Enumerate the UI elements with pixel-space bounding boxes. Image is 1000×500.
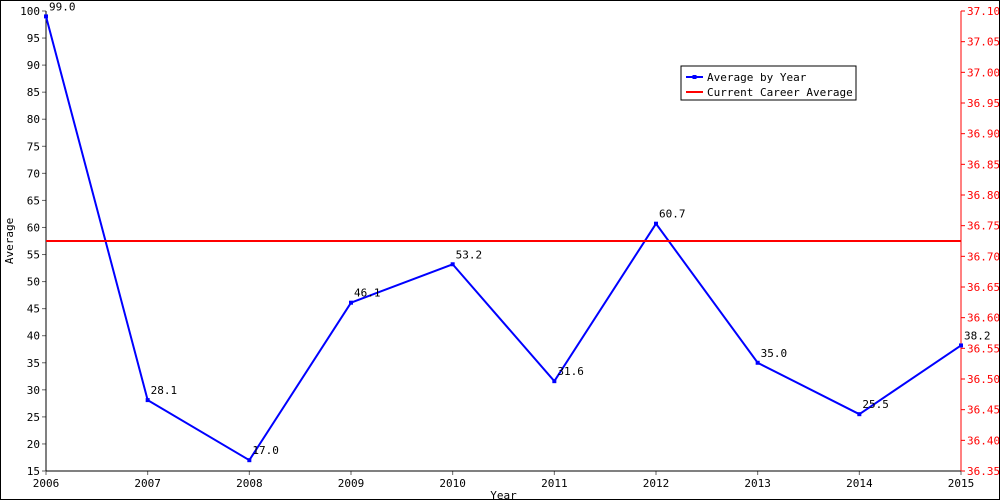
y-left-tick-label: 30 <box>27 384 40 397</box>
data-point-label: 31.6 <box>557 365 584 378</box>
data-point-label: 17.0 <box>252 444 278 457</box>
data-marker <box>959 343 963 347</box>
data-point-label: 35.0 <box>761 347 788 360</box>
y-left-tick-label: 50 <box>27 276 40 289</box>
data-point-label: 99.0 <box>49 1 76 13</box>
data-point-label: 38.2 <box>964 329 991 342</box>
y-right-tick-label: 37.00 <box>967 66 999 79</box>
y-axis-title: Average <box>3 218 16 264</box>
x-tick-label: 2009 <box>338 477 365 490</box>
y-left-tick-label: 95 <box>27 32 40 45</box>
y-left-tick-label: 45 <box>27 303 40 316</box>
legend-label: Current Career Average <box>707 86 853 99</box>
y-right-tick-label: 36.40 <box>967 434 999 447</box>
y-right-tick-label: 36.65 <box>967 281 999 294</box>
y-right-tick-label: 36.80 <box>967 189 999 202</box>
x-tick-label: 2006 <box>33 477 60 490</box>
y-right-tick-label: 36.70 <box>967 250 999 263</box>
data-marker <box>451 262 455 266</box>
x-tick-label: 2007 <box>134 477 161 490</box>
y-right-tick-label: 37.10 <box>967 5 999 18</box>
y-left-tick-label: 90 <box>27 59 40 72</box>
y-left-tick-label: 25 <box>27 411 40 424</box>
data-point-label: 46.1 <box>354 287 381 300</box>
x-tick-label: 2014 <box>846 477 873 490</box>
y-left-tick-label: 20 <box>27 438 40 451</box>
y-right-tick-label: 36.85 <box>967 158 999 171</box>
data-marker <box>146 398 150 402</box>
y-left-tick-label: 80 <box>27 113 40 126</box>
y-left-tick-label: 70 <box>27 167 40 180</box>
y-left-tick-label: 60 <box>27 221 40 234</box>
data-point-label: 25.5 <box>862 398 889 411</box>
x-tick-label: 2013 <box>744 477 771 490</box>
y-left-tick-label: 100 <box>20 5 40 18</box>
y-left-tick-label: 85 <box>27 86 40 99</box>
y-right-tick-label: 36.55 <box>967 342 999 355</box>
legend-marker <box>693 75 697 79</box>
x-tick-label: 2012 <box>643 477 670 490</box>
y-right-tick-label: 36.60 <box>967 312 999 325</box>
chart-container: 152025303540455055606570758085909510036.… <box>0 0 1000 500</box>
y-left-tick-label: 55 <box>27 249 40 262</box>
x-axis-title: Year <box>490 489 517 499</box>
y-left-tick-label: 35 <box>27 357 40 370</box>
data-point-label: 53.2 <box>456 248 483 261</box>
x-tick-label: 2010 <box>439 477 466 490</box>
x-tick-label: 2011 <box>541 477 568 490</box>
x-tick-label: 2008 <box>236 477 263 490</box>
data-marker <box>349 301 353 305</box>
y-right-tick-label: 36.90 <box>967 128 999 141</box>
y-right-tick-label: 36.45 <box>967 404 999 417</box>
data-marker <box>857 412 861 416</box>
data-marker <box>247 458 251 462</box>
data-marker <box>654 222 658 226</box>
y-right-tick-label: 37.05 <box>967 36 999 49</box>
x-tick-label: 2015 <box>948 477 975 490</box>
y-left-tick-label: 65 <box>27 194 40 207</box>
legend-label: Average by Year <box>707 71 807 84</box>
y-left-tick-label: 40 <box>27 330 40 343</box>
y-right-tick-label: 36.50 <box>967 373 999 386</box>
y-right-tick-label: 36.75 <box>967 220 999 233</box>
data-marker <box>756 361 760 365</box>
y-right-tick-label: 36.95 <box>967 97 999 110</box>
data-point-label: 28.1 <box>151 384 178 397</box>
data-point-label: 60.7 <box>659 208 686 221</box>
y-left-tick-label: 75 <box>27 140 40 153</box>
data-marker <box>44 14 48 18</box>
line-chart: 152025303540455055606570758085909510036.… <box>1 1 999 499</box>
data-marker <box>552 379 556 383</box>
